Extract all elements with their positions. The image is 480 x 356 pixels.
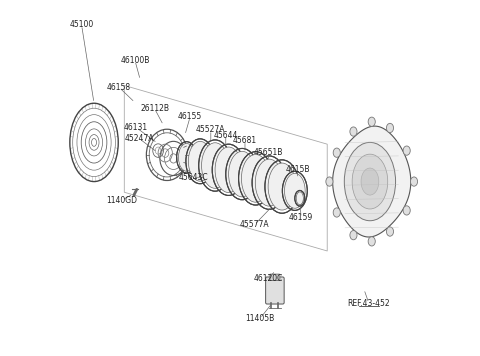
Ellipse shape [188, 141, 212, 181]
Ellipse shape [350, 231, 357, 240]
Text: 46159: 46159 [289, 213, 313, 222]
Text: 46131: 46131 [124, 123, 148, 132]
Ellipse shape [368, 117, 375, 126]
Text: 45651B: 45651B [254, 147, 283, 157]
Text: 46158: 46158 [107, 83, 131, 92]
Ellipse shape [344, 142, 396, 221]
Ellipse shape [386, 227, 394, 236]
Ellipse shape [361, 168, 379, 195]
Ellipse shape [270, 281, 279, 290]
Text: 1140GD: 1140GD [106, 195, 137, 205]
Ellipse shape [215, 147, 242, 193]
Text: 45527A: 45527A [196, 125, 226, 135]
Ellipse shape [241, 155, 270, 202]
Text: 45100: 45100 [70, 20, 94, 30]
FancyBboxPatch shape [265, 277, 284, 304]
Ellipse shape [202, 143, 228, 188]
Ellipse shape [296, 192, 303, 205]
Text: 26112B: 26112B [140, 104, 169, 113]
Ellipse shape [255, 159, 283, 206]
Ellipse shape [333, 208, 340, 217]
Text: 45644: 45644 [214, 131, 238, 140]
Ellipse shape [350, 127, 357, 136]
Ellipse shape [333, 148, 340, 157]
Ellipse shape [368, 237, 375, 246]
Ellipse shape [179, 143, 195, 171]
Text: 4615B: 4615B [286, 165, 310, 174]
Ellipse shape [410, 177, 418, 186]
FancyBboxPatch shape [270, 274, 280, 281]
Ellipse shape [285, 173, 305, 208]
Ellipse shape [403, 206, 410, 215]
Text: 46155: 46155 [178, 112, 202, 121]
Ellipse shape [352, 154, 388, 209]
Text: 45247A: 45247A [125, 134, 155, 143]
Ellipse shape [228, 151, 256, 197]
Text: 11405B: 11405B [245, 314, 275, 323]
Text: REF.43-452: REF.43-452 [348, 299, 390, 308]
Polygon shape [333, 126, 411, 237]
Ellipse shape [386, 123, 394, 132]
Ellipse shape [268, 163, 296, 210]
Text: 46120C: 46120C [254, 274, 283, 283]
Ellipse shape [326, 177, 333, 186]
Ellipse shape [403, 146, 410, 155]
Text: 45577A: 45577A [240, 220, 269, 230]
Text: 45681: 45681 [233, 136, 257, 145]
Text: 46100B: 46100B [120, 56, 150, 65]
Text: 45643C: 45643C [178, 173, 208, 182]
